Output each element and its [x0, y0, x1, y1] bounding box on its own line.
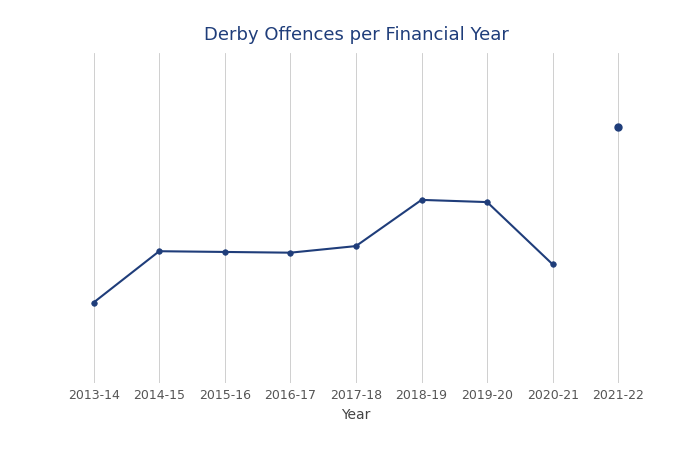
- X-axis label: Year: Year: [341, 407, 371, 421]
- Title: Derby Offences per Financial Year: Derby Offences per Financial Year: [203, 26, 508, 44]
